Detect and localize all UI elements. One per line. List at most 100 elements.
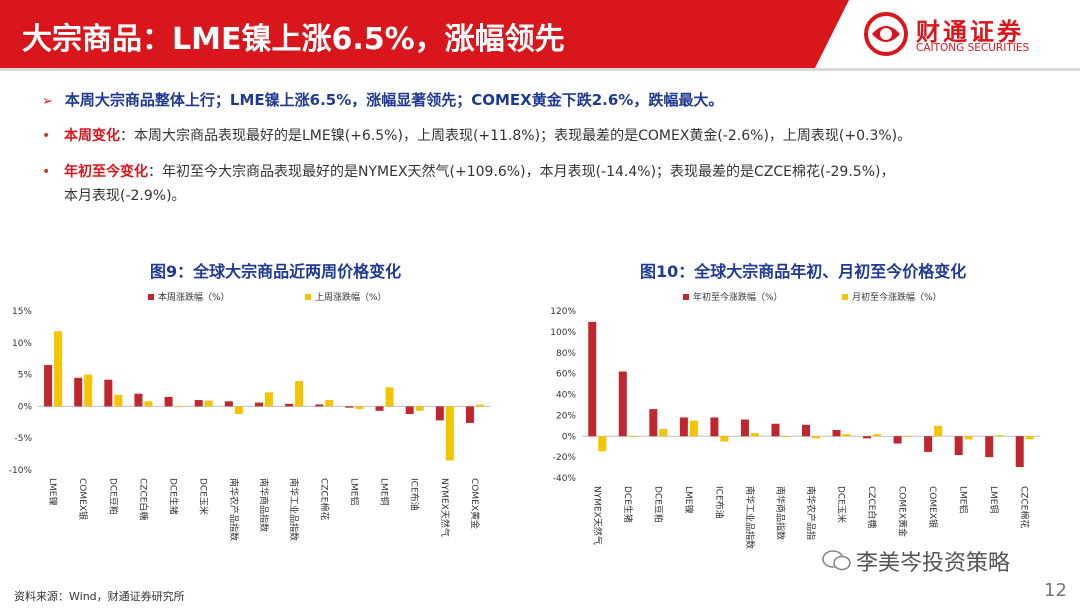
x-tick-label: 南华农产品指数 — [228, 478, 240, 541]
legend-label: 本周涨跌幅（%） — [158, 291, 230, 303]
x-tick-label: DCE生猪 — [168, 478, 180, 515]
y-tick-label: 5% — [18, 371, 33, 381]
x-tick-label: COMEX银 — [927, 486, 939, 528]
bar — [204, 400, 213, 407]
data-source: 资料来源：Wind，财通证券研究所 — [14, 590, 185, 603]
legend-swatch — [842, 294, 848, 300]
bar — [832, 429, 841, 437]
page-number: 12 — [1044, 580, 1067, 601]
bar — [134, 393, 143, 407]
wechat-icon — [822, 550, 851, 571]
bar — [954, 436, 963, 456]
bar — [995, 435, 1004, 437]
bar — [812, 436, 820, 439]
chart1-title: 图9：全球大宗商品近两周价格变化 — [150, 262, 402, 281]
bar — [740, 419, 749, 437]
bullet-label: 本周变化 — [64, 128, 120, 144]
x-tick-label: DCE玉米 — [836, 486, 848, 523]
y-tick-label: 60% — [556, 370, 576, 380]
bar — [255, 402, 263, 407]
bar — [84, 374, 93, 407]
bar — [234, 406, 243, 415]
x-tick-label: 南华农产品指 — [805, 486, 817, 540]
chart-weekly-change: 15% 10% 5% 0% -5% -10% 本周涨跌幅（%） 上周涨跌幅（%） LME镍 COM… — [9, 291, 490, 541]
bar — [588, 321, 597, 437]
bar — [144, 401, 153, 407]
title-bar: 大宗商品：LME镍上涨6.5%，涨幅领先 — [0, 0, 849, 68]
bullet-text: ：年初至今大宗商品表现最好的是NYMEX天然气(+109.6%)，本月表现(-1… — [148, 164, 895, 180]
x-tick-label: COMEX银 — [77, 478, 89, 520]
page-title: 大宗商品：LME镍上涨6.5%，涨幅领先 — [22, 22, 565, 57]
header-divider — [0, 68, 1080, 71]
bar — [405, 406, 414, 415]
bar — [465, 406, 474, 423]
bar — [285, 403, 294, 407]
bar — [659, 428, 668, 437]
x-tick-label: CZCE白糖 — [137, 478, 149, 520]
bar — [345, 406, 354, 408]
x-tick-label: ICE布油 — [713, 486, 725, 519]
bar — [114, 394, 123, 407]
summary-line: ➢ 本周大宗商品整体上行；LME镍上涨6.5%，涨幅显著领先；COMEX黄金下跌2… — [42, 89, 723, 110]
legend-swatch — [683, 294, 689, 300]
bar — [265, 392, 273, 407]
bullet-dot-icon: • — [42, 128, 51, 144]
x-tick-label: COMEX黄金 — [469, 478, 481, 529]
y-tick-label: 100% — [550, 328, 576, 338]
x-tick-label: DCE豆粕 — [107, 478, 119, 515]
bar — [315, 404, 324, 407]
x-tick-label: 南华工业品指数 — [744, 486, 756, 549]
bar — [1015, 436, 1024, 468]
x-tick-label: DCE生猪 — [622, 486, 634, 523]
bullet-dot-icon: • — [42, 164, 51, 180]
bar — [74, 377, 83, 407]
bullet-label: 年初至今变化 — [64, 164, 148, 180]
y-tick-label: 80% — [556, 349, 576, 359]
x-tick-label: LME镍 — [47, 478, 59, 505]
bar — [415, 406, 424, 411]
x-tick-label: DCE豆粕 — [652, 486, 664, 523]
arrow-bullet-icon: ➢ — [42, 94, 53, 109]
bar — [598, 436, 607, 452]
bar — [375, 406, 384, 411]
legend-swatch — [148, 294, 154, 300]
y-tick-label: 10% — [12, 339, 32, 349]
bar — [104, 379, 113, 407]
bar — [750, 433, 759, 437]
bar — [628, 436, 637, 438]
bar — [445, 406, 454, 461]
x-tick-label: CZCE白糖 — [866, 486, 878, 528]
y-tick-label: 120% — [550, 307, 576, 317]
y-tick-label: 0% — [18, 402, 33, 412]
legend-label: 上周涨跌幅（%） — [315, 291, 387, 303]
bar — [720, 436, 729, 442]
x-tick-label: CZCE棉花 — [318, 478, 330, 520]
chart-ytd-change: 120% 100% 80% 60% 40% 20% 0% -20% -40% 年初至今涨跌幅（%）… — [550, 291, 1040, 549]
x-tick-label: 南华工业品指数 — [288, 478, 300, 541]
y-tick-label: -20% — [553, 453, 577, 463]
bar — [924, 436, 933, 452]
x-tick-label: NYMEX天然气 — [439, 478, 451, 537]
bar — [964, 436, 973, 440]
caitong-logo-icon — [864, 12, 908, 56]
header: 大宗商品：LME镍上涨6.5%，涨幅领先 财通证券 CAITONG SECURI… — [0, 0, 1080, 68]
caitong-logo: 财通证券 CAITONG SECURITIES — [864, 8, 1064, 60]
y-tick-label: 15% — [12, 307, 32, 317]
logo-english-name: CAITONG SECURITIES — [916, 42, 1030, 54]
bar — [679, 417, 688, 437]
bar — [863, 436, 872, 439]
bar — [1025, 436, 1034, 440]
y-tick-label: 40% — [556, 391, 576, 401]
bullet-text-continued: 本月表现(-2.9%)。 — [64, 188, 186, 204]
bar — [710, 417, 719, 437]
bar — [164, 396, 173, 407]
y-tick-label: 0% — [562, 432, 577, 442]
bar — [903, 436, 912, 438]
x-tick-label: LME铜 — [379, 478, 391, 505]
x-tick-label: LME铜 — [988, 486, 1000, 513]
bar — [618, 371, 627, 437]
legend-swatch — [305, 294, 311, 300]
bar — [44, 365, 53, 407]
x-tick-label: CZCE棉花 — [1019, 486, 1031, 528]
x-tick-label: NYMEX天然气 — [591, 486, 603, 545]
